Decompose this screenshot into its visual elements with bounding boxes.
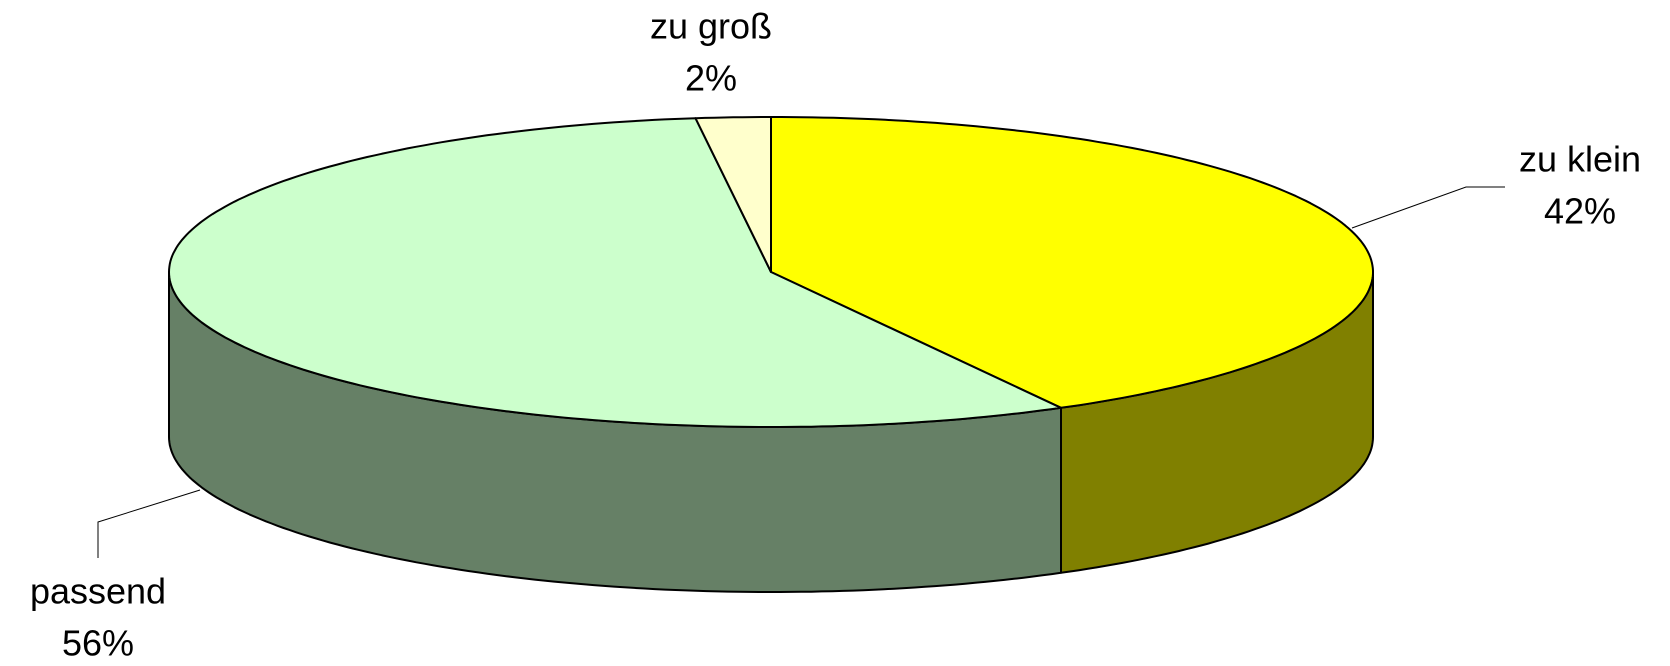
- category-label: zu klein: [1519, 139, 1641, 180]
- leader-line: [1351, 186, 1505, 229]
- category-label: passend: [30, 571, 166, 612]
- value-label: 56%: [62, 623, 134, 664]
- value-label: 2%: [685, 58, 737, 99]
- leader-line: [97, 489, 201, 558]
- value-label: 42%: [1544, 191, 1616, 232]
- pie-slice: [770, 116, 1374, 409]
- pie-slice: [694, 116, 772, 273]
- category-label: zu groß: [650, 6, 772, 47]
- pie-slice: [168, 117, 1062, 428]
